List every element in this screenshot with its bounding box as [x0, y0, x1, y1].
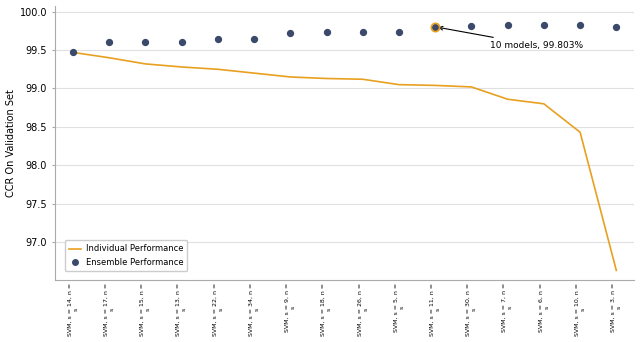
Text: 10 models, 99.803%: 10 models, 99.803%	[439, 26, 582, 50]
Point	[285, 30, 296, 36]
Point	[467, 23, 477, 28]
Point	[249, 36, 259, 41]
Point	[611, 24, 621, 30]
Point	[212, 36, 223, 41]
Point	[177, 40, 187, 45]
Point	[430, 24, 440, 30]
Point	[68, 50, 78, 55]
Point	[394, 30, 404, 35]
Y-axis label: CCR On Validation Set: CCR On Validation Set	[6, 89, 15, 197]
Point	[575, 22, 585, 27]
Point	[140, 40, 150, 45]
Point	[321, 30, 332, 35]
Legend: Individual Performance, Ensemble Performance: Individual Performance, Ensemble Perform…	[65, 240, 188, 271]
Point	[104, 40, 115, 45]
Point	[539, 22, 549, 27]
Point	[502, 22, 513, 27]
Point	[358, 30, 368, 35]
